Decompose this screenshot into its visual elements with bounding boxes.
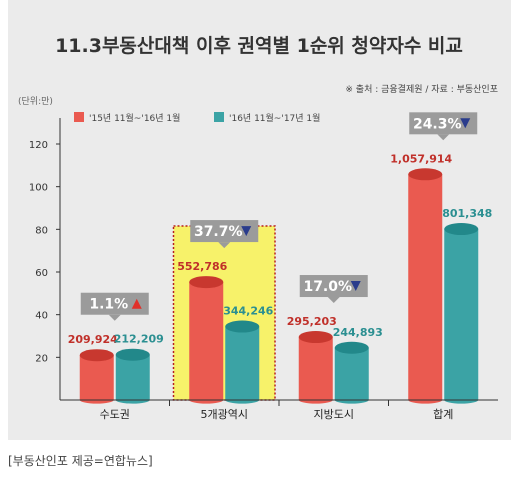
bar-cap [298, 331, 333, 344]
change-badges: 1.1% 37.7% 17.0% 24.3% [80, 112, 478, 321]
change-value: 17.0% [303, 279, 352, 295]
change-badge [80, 292, 149, 315]
y-tick-label: 60 [35, 268, 48, 279]
legend-label: '15년 11월~'16년 1월 [89, 112, 180, 124]
change-value: 24.3% [413, 116, 462, 132]
bar-cap [79, 349, 114, 362]
y-tick-label: 40 [35, 311, 48, 322]
data-label: 1,057,914 [390, 152, 452, 165]
bar [189, 282, 224, 400]
badge-pointer [218, 242, 231, 249]
data-label: 295,203 [287, 315, 337, 328]
bar-cap [115, 348, 150, 361]
bar [79, 355, 114, 400]
data-label: 552,786 [177, 260, 227, 273]
bar-cap [408, 168, 443, 181]
bar [115, 354, 150, 400]
bar [408, 174, 443, 400]
x-tick-label: 5개광역시 [201, 408, 248, 421]
data-label: 209,924 [68, 333, 118, 346]
y-tick-label: 20 [35, 353, 48, 364]
y-axis: 20 40 60 80 100 120 [29, 118, 61, 400]
bar-cap [225, 320, 260, 333]
x-tick-label: 수도권 [100, 408, 130, 421]
bar [334, 347, 369, 400]
y-tick-label: 120 [29, 140, 48, 151]
legend-label: '16년 11월~'17년 1월 [229, 112, 320, 124]
bar-cap [444, 223, 479, 236]
data-label: 801,348 [442, 207, 492, 220]
bar-cap [189, 276, 224, 289]
source-note: ※ 출처 : 금융결제원 / 자료 : 부동산인포 [345, 83, 498, 95]
x-tick-label: 지방도시 [314, 408, 354, 421]
down-arrow-icon [241, 226, 252, 237]
data-label: 212,209 [114, 333, 164, 346]
change-badge [190, 220, 259, 243]
chart-panel: 11.3부동산대책 이후 권역별 1순위 청약자수 비교 ※ 출처 : 금융결제… [8, 0, 511, 440]
y-tick-label: 100 [29, 183, 48, 194]
badge-pointer [108, 314, 121, 321]
badge-pointer [327, 297, 340, 304]
change-value: 1.1% [89, 297, 128, 313]
bar [298, 337, 333, 400]
data-label: 344,246 [223, 305, 273, 318]
chart-svg: 11.3부동산대책 이후 권역별 1순위 청약자수 비교 ※ 출처 : 금융결제… [18, 35, 498, 421]
change-badge [299, 275, 368, 298]
data-label: 244,893 [333, 326, 383, 339]
legend-swatch [214, 112, 224, 122]
chart-title: 11.3부동산대책 이후 권역별 1순위 청약자수 비교 [55, 35, 463, 57]
legend: '15년 11월~'16년 1월 '16년 11월~'17년 1월 [74, 112, 320, 124]
y-tick-label: 80 [35, 225, 48, 236]
bar [225, 326, 260, 400]
up-arrow-icon [131, 298, 142, 309]
legend-swatch [74, 112, 84, 122]
change-badge [409, 112, 478, 135]
change-value: 37.7% [194, 224, 243, 240]
down-arrow-icon [460, 118, 471, 129]
photo-caption: [부동산인포 제공=연합뉴스] [8, 454, 153, 468]
badge-pointer [437, 134, 450, 141]
x-tick-label: 합계 [433, 408, 453, 421]
bar [444, 229, 479, 400]
x-axis: 수도권 5개광역시 지방도시 합계 [60, 399, 498, 421]
y-axis-unit-label: (단위:만) [18, 96, 53, 107]
bar-cap [334, 341, 369, 354]
down-arrow-icon [350, 281, 361, 292]
